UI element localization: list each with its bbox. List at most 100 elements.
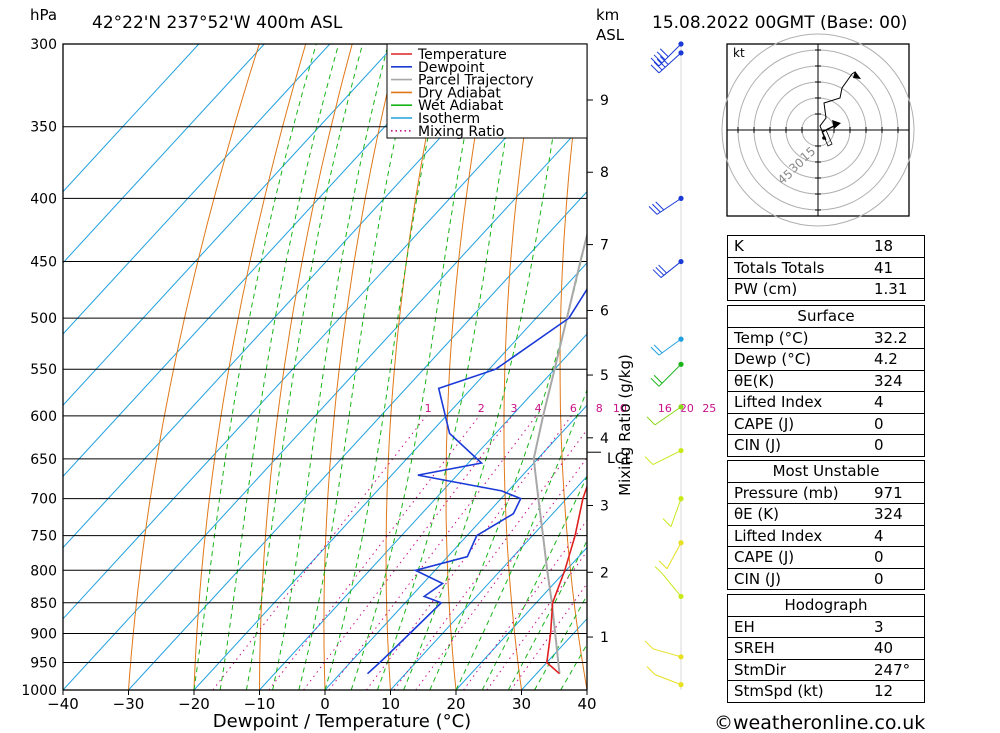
pressure-tick-label: 950 xyxy=(30,655,57,671)
surface-theta-value: 324 xyxy=(868,369,925,392)
surface-li-label: Lifted Index xyxy=(727,391,868,414)
isotherm-line xyxy=(259,333,587,690)
mu-theta-label: θE (K) xyxy=(727,503,868,526)
wind-barb-flag xyxy=(646,666,656,675)
height-tick-label: 3 xyxy=(600,498,609,514)
most-unstable-table: Most Unstable Pressure (mb) 971 θE (K) 324… xyxy=(727,460,925,590)
wind-barb-flag xyxy=(658,560,668,570)
mixing-ratio-tick-label: 10 xyxy=(613,402,627,415)
dry-adiabat-line xyxy=(385,44,446,690)
copyright-label: ©weatheronline.co.uk xyxy=(714,712,925,733)
mu-theta-value: 324 xyxy=(868,503,925,526)
wind-barb-staff xyxy=(666,542,682,569)
wind-barb-staff xyxy=(654,674,682,686)
wind-barb-flag xyxy=(655,201,665,211)
wind-barb-flag xyxy=(659,48,669,58)
dry-adiabat-line xyxy=(323,44,400,690)
isotherm-line xyxy=(63,44,527,549)
dry-adiabat-line xyxy=(445,44,492,690)
surface-li-value: 4 xyxy=(868,391,925,414)
mixing-ratio-tick-label: 3 xyxy=(511,402,518,415)
pressure-tick-label: 800 xyxy=(30,563,57,579)
surface-title: Surface xyxy=(727,305,925,328)
wind-barb-staff xyxy=(658,52,682,74)
wind-barb-staff xyxy=(658,363,682,387)
mu-cape-label: CAPE (J) xyxy=(727,546,868,569)
lcl-label: LCL xyxy=(607,451,633,467)
height-unit-label: km xyxy=(596,6,619,24)
mixing-ratio-line xyxy=(328,415,537,690)
surface-cape-label: CAPE (J) xyxy=(727,412,868,435)
wind-profile xyxy=(644,41,684,690)
pressure-tick-label: 900 xyxy=(30,626,57,642)
mu-cin-value: 0 xyxy=(868,567,925,590)
x-tick-label: −40 xyxy=(47,695,79,713)
x-tick-label: −30 xyxy=(113,695,145,713)
pressure-tick-label: 550 xyxy=(30,362,57,378)
isotherm-line xyxy=(63,48,587,620)
legend-entry-label: Wet Adiabat xyxy=(418,98,504,114)
isotherm-line xyxy=(63,44,331,335)
isotherm-line xyxy=(128,190,587,690)
dry-adiabat-line xyxy=(128,44,260,690)
wind-barb-flag xyxy=(659,56,669,65)
wet-adiabat-line xyxy=(534,594,587,690)
isotherm-line xyxy=(63,119,587,690)
pressure-tick-label: 750 xyxy=(30,529,57,545)
mixing-ratio-line xyxy=(393,428,587,690)
pressure-tick-label: 300 xyxy=(30,37,57,53)
hodograph-title: Hodograph xyxy=(727,594,925,617)
surface-dewp-value: 4.2 xyxy=(868,348,925,371)
mixing-ratio-tick-label: 16 xyxy=(658,402,672,415)
wind-barb-flag xyxy=(662,518,672,527)
stmdir-label: StmDir xyxy=(727,658,868,681)
legend-entry-label: Dewpoint xyxy=(418,60,485,76)
sounding-series xyxy=(366,231,587,675)
storm-motion-box xyxy=(821,129,833,147)
dry-adiabat-line xyxy=(667,44,718,690)
isotherm-line xyxy=(390,475,587,690)
surface-cape-value: 0 xyxy=(868,412,925,435)
wind-barb-staff xyxy=(656,197,682,215)
dry-adiabat-line xyxy=(956,44,1000,690)
hodograph-trace xyxy=(819,71,856,141)
isotherm-line xyxy=(63,44,396,406)
x-axis-title: Dewpoint / Temperature (°C) xyxy=(213,711,471,732)
mixing-ratio-line xyxy=(510,582,587,690)
mixing-ratio-labels: 1 2 3 4 6 8 10 16 20 25 xyxy=(425,402,717,415)
wind-barb-staff xyxy=(658,43,682,67)
most-unstable-title: Most Unstable xyxy=(727,460,925,483)
mixing-ratio-tick-label: 4 xyxy=(535,402,542,415)
legend-entry-label: Mixing Ratio xyxy=(418,124,504,140)
indices-table-1: K 18 Totals Totals 41 PW (cm) 1.31 xyxy=(727,235,925,301)
mu-pressure-value: 971 xyxy=(868,481,925,504)
storm-motion-arrow xyxy=(832,120,841,129)
pressure-axis: 300 350 400 450 500 550 600 650 700 750 800 850 900 9… xyxy=(21,37,57,699)
height-tick-label: 4 xyxy=(600,431,609,447)
mixing-ratio-tick-label: 6 xyxy=(570,402,577,415)
plot-frame xyxy=(62,43,588,691)
dewpoint-line xyxy=(366,287,587,675)
legend-entry-label: Dry Adiabat xyxy=(418,85,501,101)
height-tick-label: 2 xyxy=(600,565,609,581)
hodograph-table: Hodograph EH 3 SREH 40 StmDir 247° StmSpd (… xyxy=(727,594,925,703)
wet-adiabat-line xyxy=(350,44,483,690)
location-label: 42°22'N 237°52'W 400m ASL xyxy=(92,13,343,33)
mixing-ratio-tick-label: 2 xyxy=(478,402,485,415)
dry-adiabat-line xyxy=(503,44,539,690)
isotherm-line xyxy=(63,44,200,193)
sreh-label: SREH xyxy=(727,637,868,660)
wet-adiabat-line xyxy=(507,539,587,690)
isotherm-line xyxy=(193,262,587,690)
surface-dewp-label: Dewp (°C) xyxy=(727,348,868,371)
pw-value: 1.31 xyxy=(868,278,925,301)
pressure-tick-label: 600 xyxy=(30,409,57,425)
wind-barb-flag xyxy=(653,374,663,384)
wind-barb-staff xyxy=(660,261,682,278)
wind-barb-flag xyxy=(656,51,666,61)
wind-barb-flag xyxy=(650,64,660,74)
pressure-tick-label: 850 xyxy=(30,596,57,612)
stmspd-label: StmSpd (kt) xyxy=(727,680,868,703)
